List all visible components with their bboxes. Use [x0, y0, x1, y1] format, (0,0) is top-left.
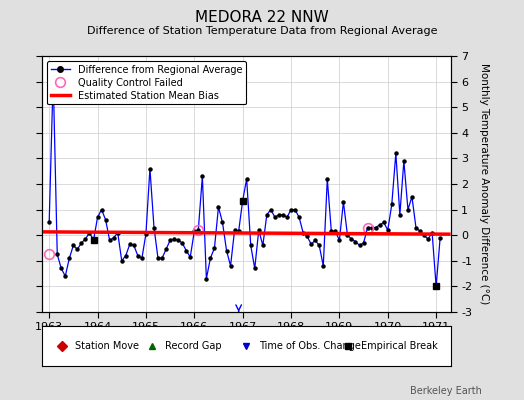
Text: Empirical Break: Empirical Break — [361, 341, 438, 351]
Text: Station Move: Station Move — [74, 341, 139, 351]
Text: Difference of Station Temperature Data from Regional Average: Difference of Station Temperature Data f… — [87, 26, 437, 36]
Text: Time of Obs. Change: Time of Obs. Change — [258, 341, 361, 351]
Text: Berkeley Earth: Berkeley Earth — [410, 386, 482, 396]
Text: MEDORA 22 NNW: MEDORA 22 NNW — [195, 10, 329, 25]
Legend: Difference from Regional Average, Quality Control Failed, Estimated Station Mean: Difference from Regional Average, Qualit… — [47, 61, 246, 104]
Y-axis label: Monthly Temperature Anomaly Difference (°C): Monthly Temperature Anomaly Difference (… — [479, 63, 489, 305]
Text: Record Gap: Record Gap — [165, 341, 221, 351]
